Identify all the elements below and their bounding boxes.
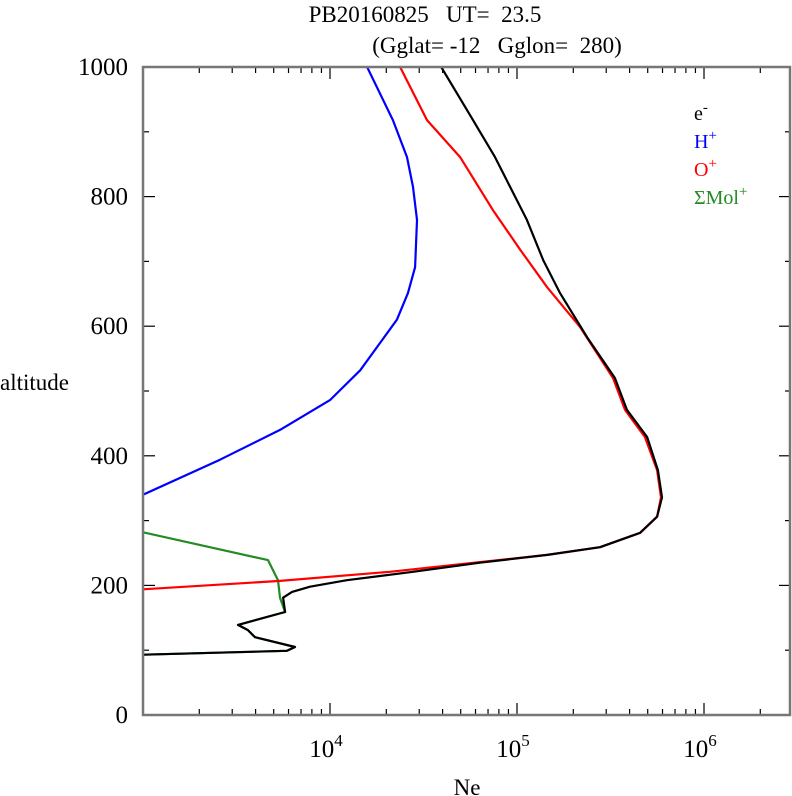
- series-line-molecular-ion: [143, 531, 297, 656]
- series-line-electron: [143, 67, 664, 656]
- x-tick-label-exponent: 5: [521, 731, 530, 750]
- x-tick-label: 105: [496, 731, 530, 763]
- legend-label: e: [694, 103, 703, 125]
- x-tick-label: 104: [309, 731, 343, 763]
- x-tick-label-exponent: 6: [708, 731, 717, 750]
- legend-label: H: [694, 131, 708, 153]
- y-tick-label: 200: [91, 572, 129, 599]
- chart-title-line2: (Gglat= -12 Gglon= 280): [372, 33, 622, 58]
- x-axis-label: Ne: [454, 775, 481, 796]
- legend-entry: O+: [694, 156, 717, 181]
- legend-entry: ΣMol+: [694, 184, 747, 209]
- y-tick-label: 0: [116, 702, 129, 729]
- y-tick-label: 400: [91, 443, 129, 470]
- chart-title-line1: PB20160825 UT= 23.5: [309, 2, 542, 27]
- legend-label: ΣMol: [694, 187, 739, 209]
- x-tick-label-exponent: 4: [334, 731, 343, 750]
- legend-entry: e-: [694, 100, 708, 125]
- legend-label-superscript: +: [708, 128, 716, 144]
- legend-label: O: [694, 159, 708, 181]
- plot-frame: [141, 65, 792, 717]
- y-tick-label: 600: [91, 313, 129, 340]
- x-tick-label-base: 10: [683, 736, 708, 763]
- legend-entry: H+: [694, 128, 717, 153]
- x-tick-label: 106: [683, 731, 717, 763]
- y-tick-label: 800: [91, 184, 129, 211]
- legend-label-superscript: +: [708, 156, 716, 172]
- legend-label-superscript: -: [703, 100, 708, 116]
- x-tick-label-base: 10: [309, 736, 334, 763]
- y-tick-label: 1000: [78, 54, 128, 81]
- x-tick-label-base: 10: [496, 736, 521, 763]
- y-axis-label: altitude: [0, 370, 69, 395]
- series-line-hydrogen-ion: [143, 67, 419, 496]
- legend-label-superscript: +: [739, 184, 747, 200]
